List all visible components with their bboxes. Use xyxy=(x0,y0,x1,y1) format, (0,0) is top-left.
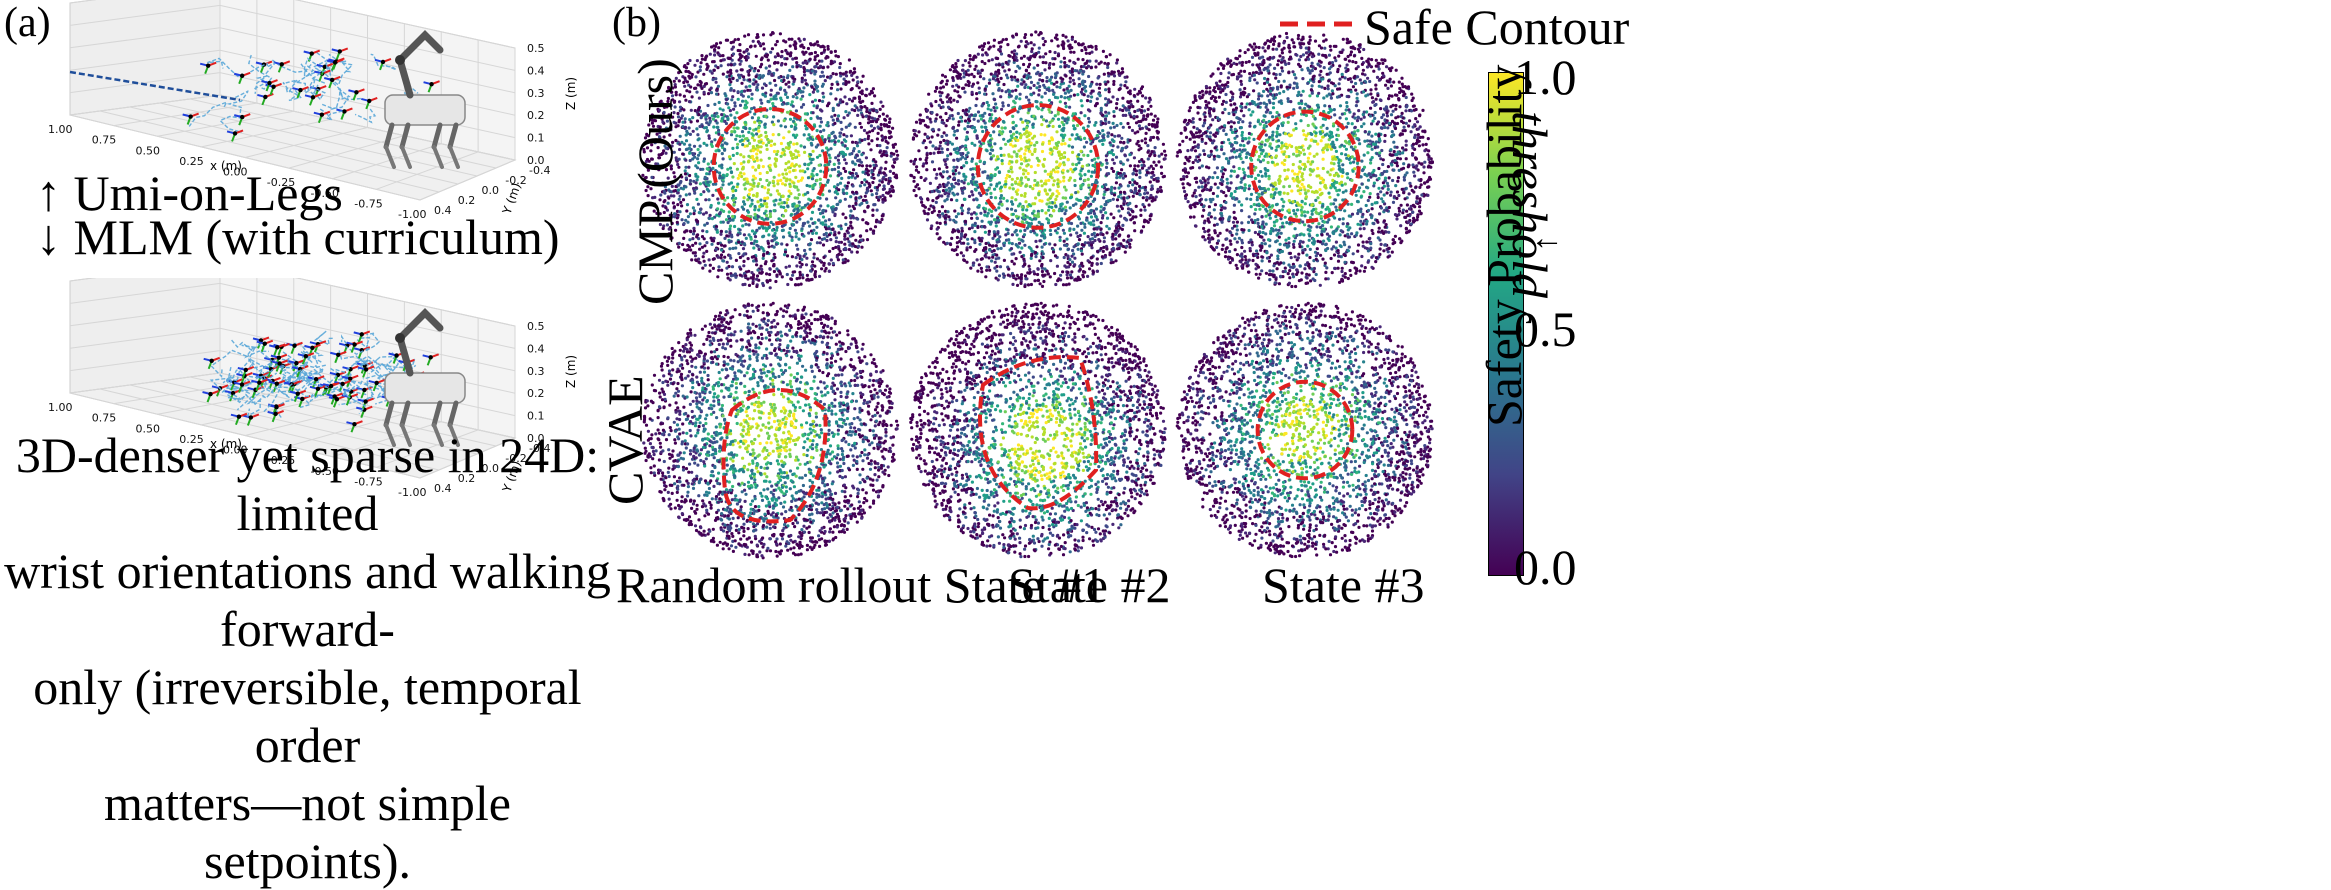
caption-line: matters—not simple setpoints). xyxy=(104,775,511,889)
safety-scatter-grid xyxy=(641,30,1434,560)
z-tick-label: 0.0 xyxy=(527,154,545,167)
column-label-state-1: Random rollout State #1 xyxy=(616,557,1107,613)
z-tick-label: 0.0 xyxy=(527,432,545,445)
colorbar xyxy=(1488,72,1524,576)
scatter-cell-cvae-state-2 xyxy=(909,301,1167,559)
threshold-label: threshold xyxy=(1502,111,1558,299)
x-tick-label: -0.75 xyxy=(354,475,382,488)
robot-illustration xyxy=(383,308,466,447)
x-tick-label: 0.75 xyxy=(92,412,117,425)
dashed-line-icon xyxy=(1280,21,1352,27)
z-axis-label: Z (m) xyxy=(564,355,578,388)
panel-b-label: (b) xyxy=(612,0,661,46)
colorbar-tick-1-0: 1.0 xyxy=(1514,49,1577,105)
safe-contour xyxy=(711,106,829,226)
x-tick-label: -1.00 xyxy=(398,208,426,221)
safe-contour xyxy=(721,388,828,524)
y-tick-label: 0.4 xyxy=(434,204,452,217)
x-axis-label: x (m) xyxy=(210,159,242,173)
row-label-cmp: CMP (Ours) xyxy=(627,58,683,305)
z-tick-label: 0.4 xyxy=(527,64,545,77)
y-tick-label: -0.4 xyxy=(529,442,550,455)
x-tick-label: 0.50 xyxy=(136,422,161,435)
caption-line: 3D-denser yet sparse in 24D: limited xyxy=(15,427,600,541)
z-tick-label: 0.2 xyxy=(527,387,545,400)
caption-line: only (irreversible, temporal order xyxy=(33,659,582,773)
x-tick-label: 0.50 xyxy=(136,144,161,157)
y-tick-label: 0.2 xyxy=(458,472,476,485)
z-tick-label: 0.3 xyxy=(527,87,545,100)
y-tick-label: -0.2 xyxy=(505,174,526,187)
safe-contour xyxy=(975,103,1101,230)
scatter-cell-cmp-ours--state-1 xyxy=(641,31,900,290)
safe-contour xyxy=(978,355,1099,511)
column-label-state-3: State #3 xyxy=(1262,557,1425,613)
y-tick-label: -0.2 xyxy=(505,452,526,465)
x-tick-label: -0.50 xyxy=(311,187,339,200)
y-tick-label: 0.2 xyxy=(458,194,476,207)
z-tick-label: 0.3 xyxy=(527,365,545,378)
z-axis-label: Z (m) xyxy=(564,77,578,110)
plot-3d-top: 1.00 0.75 0.50 0.25 0.00 -0.25 -0.50 -0.75 -1.00… xyxy=(48,0,578,221)
x-tick-label: -0.50 xyxy=(311,465,339,478)
y-tick-label: 0.0 xyxy=(482,462,500,475)
colorbar-tick-0-0: 0.0 xyxy=(1514,539,1577,595)
z-tick-label: 0.5 xyxy=(527,42,545,55)
y-tick-label: 0.0 xyxy=(482,184,500,197)
z-tick-label: 0.1 xyxy=(527,410,545,423)
axis-grid xyxy=(69,278,517,479)
safe-contour xyxy=(1255,379,1355,481)
robot-illustration xyxy=(383,30,466,169)
scatter-cell-cmp-ours--state-2 xyxy=(909,30,1168,289)
x-tick-label: -0.25 xyxy=(267,176,295,189)
column-label-state-2: State #2 xyxy=(1008,557,1171,613)
x-tick-label: 1.00 xyxy=(48,401,73,414)
safe-contour-label: Safe Contour xyxy=(1364,0,1630,55)
x-tick-label: 0.00 xyxy=(223,444,248,457)
colorbar-tick-0-5: 0.5 xyxy=(1514,301,1577,357)
legend-umi-on-legs: ↑ Umi-on-Legs xyxy=(36,165,343,221)
z-tick-label: 0.2 xyxy=(527,109,545,122)
panel-a-label: (a) xyxy=(4,0,51,46)
plot-3d-bottom: 1.00 0.75 0.50 0.25 0.00 -0.25 -0.50 -0.75 -1.00… xyxy=(48,278,578,499)
x-tick-label: 0.25 xyxy=(179,433,204,446)
x-tick-label: 0.25 xyxy=(179,155,204,168)
z-tick-label: 0.5 xyxy=(527,320,545,333)
legend-mlm-curriculum: ↓ MLM (with curriculum) xyxy=(36,209,560,265)
z-tick-label: 0.4 xyxy=(527,342,545,355)
y-tick-label: -0.4 xyxy=(529,164,550,177)
panel-a-caption: 3D-denser yet sparse in 24D: limited wri… xyxy=(0,426,615,890)
scatter-cell-cvae-state-1 xyxy=(642,301,900,560)
x-tick-label: -1.00 xyxy=(398,486,426,499)
x-tick-label: -0.75 xyxy=(354,197,382,210)
scatter-cell-cmp-ours--state-3 xyxy=(1175,31,1434,289)
x-axis-label: x (m) xyxy=(210,437,242,451)
row-label-cvae: CVAE xyxy=(597,375,653,505)
threshold-arrow-icon: ← xyxy=(1530,220,1564,257)
x-tick-label: 1.00 xyxy=(48,123,73,136)
caption-line: wrist orientations and walking forward- xyxy=(4,543,611,657)
x-tick-label: 0.75 xyxy=(92,134,117,147)
safe-contour xyxy=(1249,109,1361,224)
y-tick-label: 0.4 xyxy=(434,482,452,495)
x-tick-label: 0.00 xyxy=(223,166,248,179)
x-tick-label: -0.25 xyxy=(267,454,295,467)
z-tick-label: 0.1 xyxy=(527,132,545,145)
scatter-cell-cvae-state-3 xyxy=(1175,301,1434,559)
